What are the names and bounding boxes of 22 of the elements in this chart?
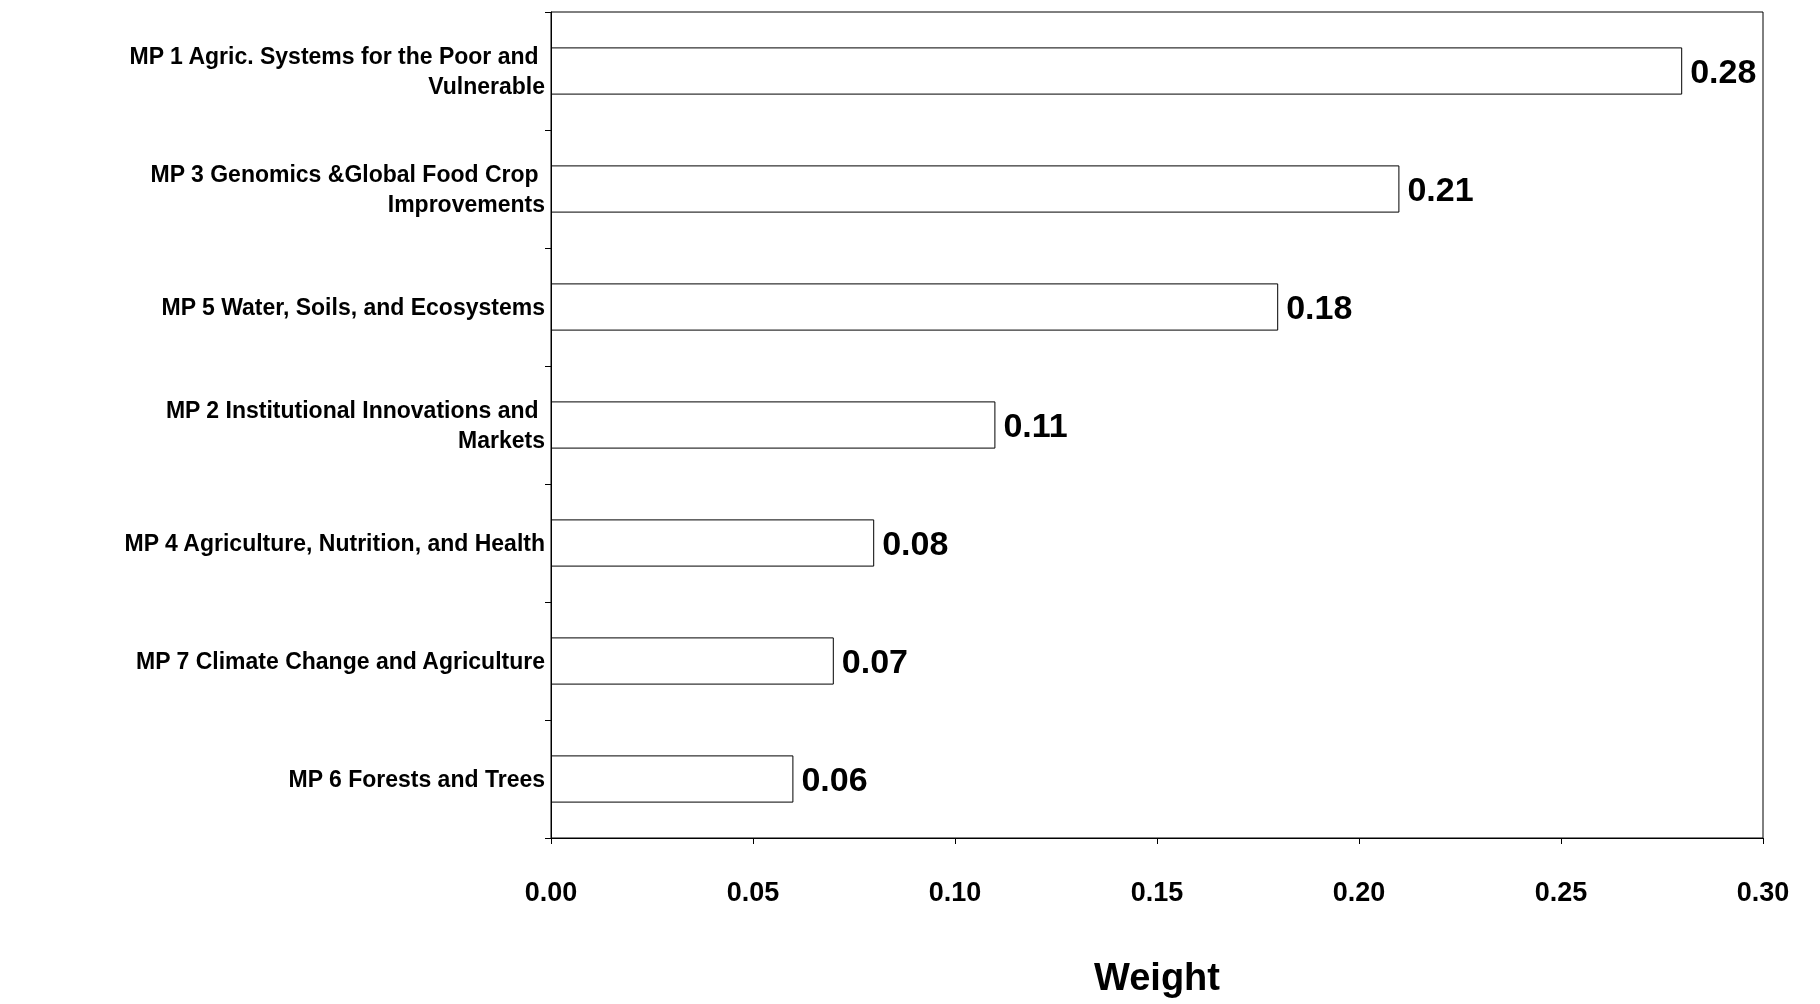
- y-tick-label: MP 4 Agriculture, Nutrition, and Health: [124, 530, 545, 556]
- x-tick-label: 0.20: [1332, 876, 1386, 907]
- y-tick-label: MP 6 Forests and Trees: [288, 766, 545, 792]
- data-label: 0.21: [1407, 170, 1474, 208]
- data-label: 0.07: [841, 642, 908, 680]
- data-label: 0.11: [1003, 406, 1068, 444]
- y-tick-label: MP 2 Institutional Innovations and Markets: [165, 397, 545, 453]
- x-tick-label: 0.25: [1534, 876, 1588, 907]
- data-label: 0.28: [1690, 52, 1757, 90]
- x-tick-label: 0.15: [1130, 876, 1184, 907]
- x-axis-title: Weight: [1094, 956, 1221, 998]
- y-tick-label: MP 3 Genomics &Global Food Crop Improvements: [150, 161, 545, 217]
- x-tick-label: 0.00: [524, 876, 578, 907]
- y-tick-label: MP 5 Water, Soils, and Ecosystems: [161, 294, 545, 320]
- x-tick-label: 0.05: [726, 876, 780, 907]
- x-tick-label: 0.30: [1736, 876, 1790, 907]
- data-label: 0.08: [882, 524, 949, 562]
- data-label: 0.06: [801, 760, 868, 798]
- data-label: 0.18: [1286, 288, 1353, 326]
- x-tick-label: 0.10: [928, 876, 982, 907]
- y-tick-label: MP 7 Climate Change and Agriculture: [136, 648, 545, 674]
- y-tick-label: MP 1 Agric. Systems for the Poor and Vulnerable: [129, 43, 545, 99]
